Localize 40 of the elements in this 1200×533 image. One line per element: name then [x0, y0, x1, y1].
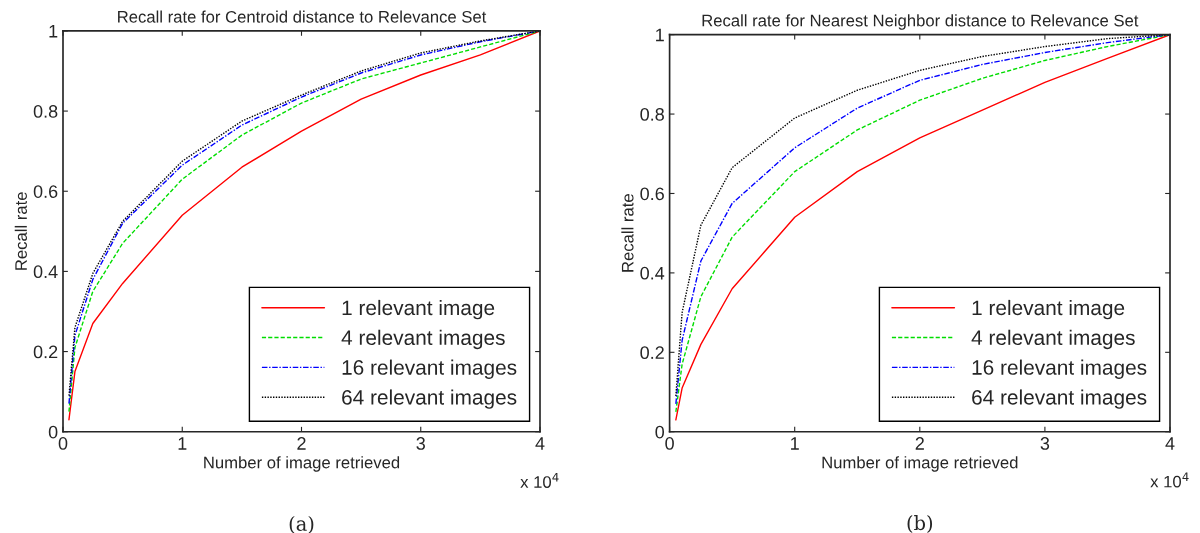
- y-axis-title: Recall rate: [14, 192, 27, 270]
- y-tick-label: 0.6: [33, 185, 58, 198]
- y-tick-label: 0.2: [33, 345, 58, 359]
- y-tick-label: 0.8: [33, 105, 58, 118]
- x-tick-label: 2: [915, 437, 924, 450]
- text: (a): [289, 515, 314, 533]
- y-tick-label: 0: [655, 425, 665, 439]
- legend-label: 1 relevant image: [972, 299, 1125, 320]
- x-tick-label: 1: [178, 437, 187, 450]
- y-tick-label: 0.6: [640, 187, 664, 201]
- legend-label: 4 relevant images: [971, 329, 1135, 350]
- chart-title: Recall rate for Centroid distance to Relevance Set: [118, 10, 487, 23]
- x-tick-label: 3: [1040, 437, 1050, 450]
- legend-label: 1 relevant image: [342, 299, 495, 320]
- x-axis-title: Number of image retrieved: [822, 456, 1018, 472]
- y-tick-label: 0.2: [640, 346, 664, 360]
- x-tick-label: 0: [58, 437, 68, 450]
- x-tick-label: 4: [1165, 437, 1175, 450]
- legend-label: 64 relevant images: [972, 389, 1147, 409]
- x-tick-label: 4: [535, 437, 545, 450]
- legend-label: 4 relevant images: [341, 329, 505, 350]
- x-tick-label: 2: [297, 437, 306, 450]
- legend-label: 64 relevant images: [342, 389, 517, 409]
- x-tick-label: 0: [665, 437, 674, 450]
- x-axis-title: Number of image retrieved: [204, 456, 400, 472]
- y-tick-label: 1: [49, 25, 58, 38]
- text: x 10$^{4}$: [520, 472, 559, 488]
- legend-label: 16 relevant images: [342, 359, 517, 379]
- x-tick-label: 3: [416, 437, 425, 450]
- text: x 10$^{4}$: [1150, 472, 1189, 488]
- chart-title: Recall rate for Nearest Neighbor distance to Relevance Set: [702, 14, 1139, 30]
- text: (b): [907, 515, 933, 533]
- y-axis-title: Recall rate: [621, 194, 634, 272]
- y-tick-label: 0.4: [640, 266, 665, 280]
- y-tick-label: 1: [656, 28, 664, 42]
- y-tick-label: 0.4: [33, 265, 58, 279]
- legend-label: 16 relevant images: [972, 359, 1147, 379]
- x-tick-label: 1: [791, 437, 799, 450]
- y-tick-label: 0: [48, 425, 58, 439]
- y-tick-label: 0.8: [640, 108, 664, 121]
